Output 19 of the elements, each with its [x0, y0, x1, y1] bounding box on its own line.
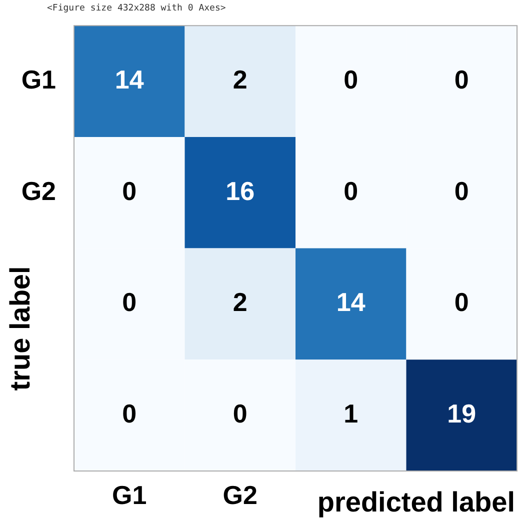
data-label: 0	[344, 176, 358, 206]
x-axis-title: predicted label	[317, 486, 515, 518]
data-label: 0	[454, 176, 469, 206]
data-label: 0	[122, 398, 137, 428]
data-label: 16	[226, 176, 255, 206]
data-label: 14	[336, 287, 366, 318]
data-label: 2	[232, 64, 248, 94]
data-label: 0	[232, 398, 248, 428]
data-label: 0	[454, 64, 469, 94]
data-label: 1	[344, 398, 358, 428]
data-label: 0	[344, 64, 358, 94]
data-label: 0	[454, 287, 469, 318]
data-label: 0	[122, 287, 137, 318]
data-label: 14	[114, 64, 144, 94]
text: <Figure size 432x288 with 0 Axes>	[47, 3, 226, 14]
data-label: 2	[232, 287, 248, 318]
y-axis-title: true label	[4, 266, 36, 391]
data-label: 19	[447, 398, 476, 428]
data-label: 0	[122, 176, 137, 206]
